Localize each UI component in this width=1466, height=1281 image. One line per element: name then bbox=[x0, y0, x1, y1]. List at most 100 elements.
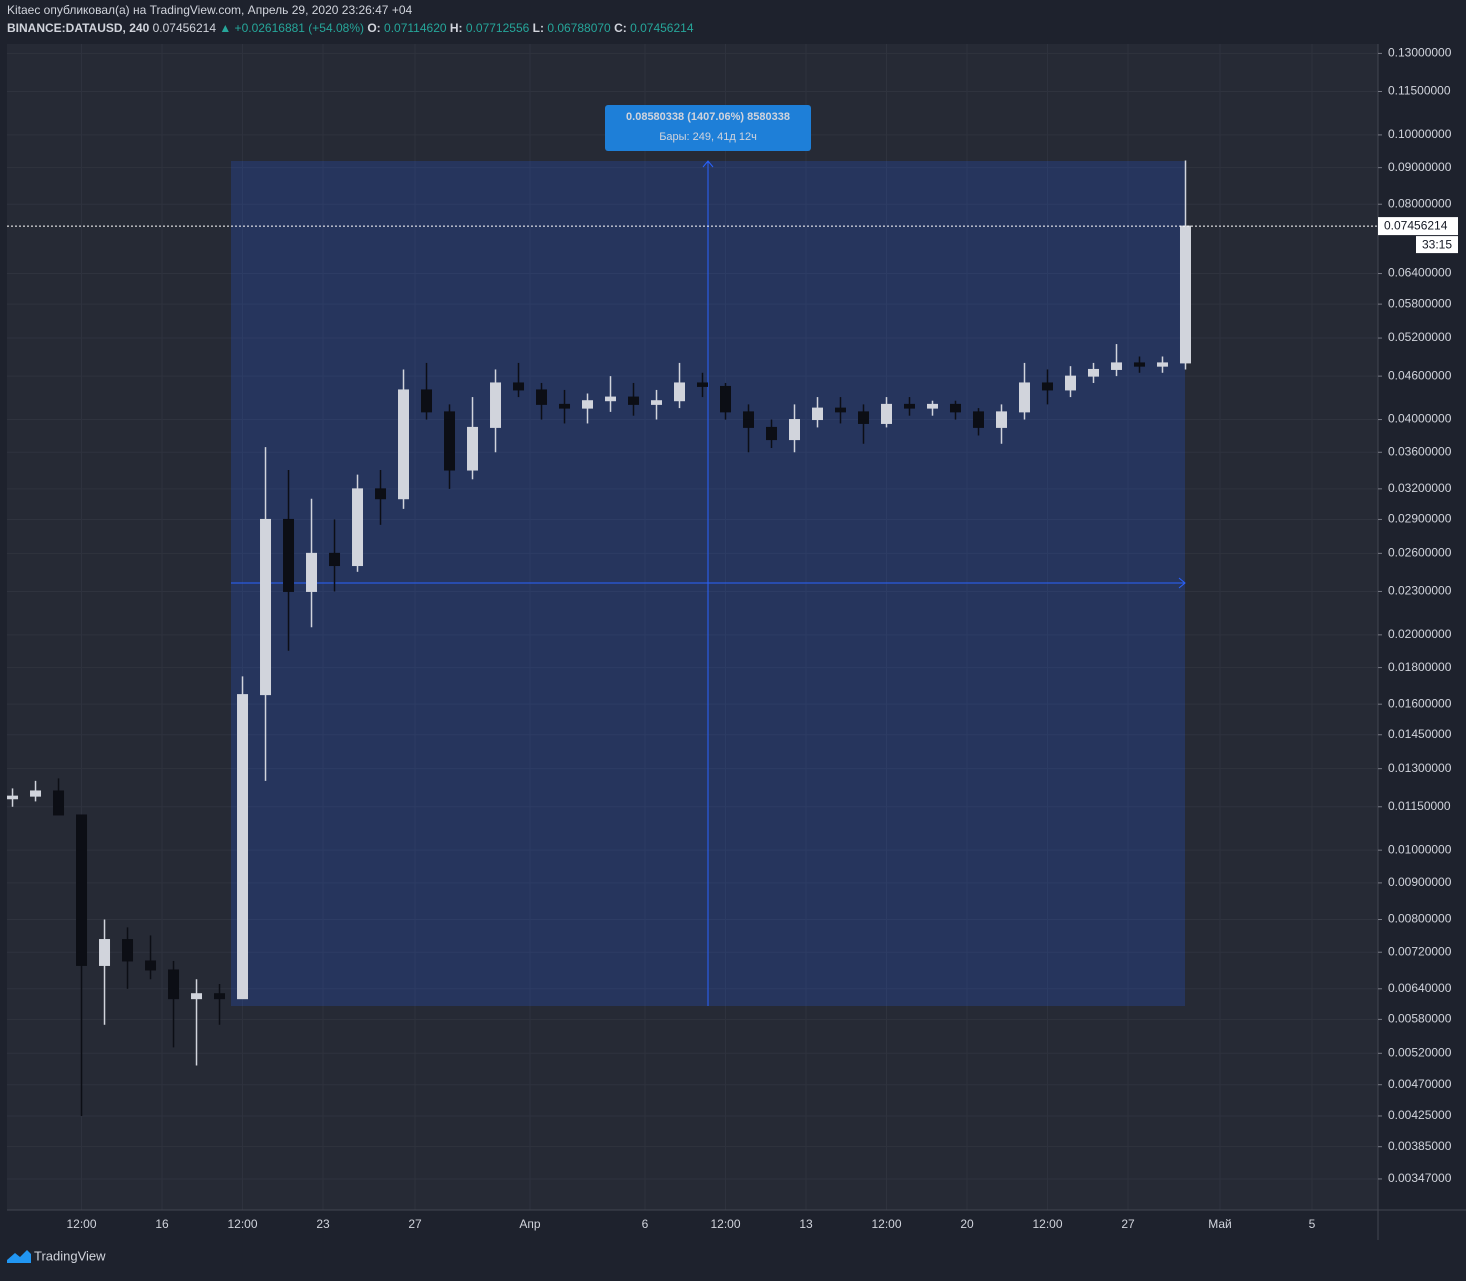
x-tick-label: 12:00 bbox=[710, 1217, 740, 1231]
candle-body bbox=[1133, 362, 1145, 367]
candle-body bbox=[720, 385, 732, 413]
y-tick-label: 0.08000000 bbox=[1388, 196, 1452, 210]
axes: 0.13000000 0.11500000 0.10000000 0.09000000… bbox=[7, 46, 1458, 1231]
candle-body bbox=[191, 993, 203, 1000]
y-tick-label: 0.06400000 bbox=[1388, 266, 1452, 280]
last-price-label: 0.07456214 bbox=[1384, 218, 1448, 232]
ohlc-value: 0.06788070 bbox=[547, 21, 611, 35]
y-tick-label: 0.00425000 bbox=[1388, 1108, 1452, 1122]
x-tick-label: 12:00 bbox=[227, 1217, 257, 1231]
candle-body bbox=[743, 411, 755, 428]
y-tick-label: 0.09000000 bbox=[1388, 160, 1452, 174]
y-tick-label: 0.00720000 bbox=[1388, 944, 1452, 958]
x-tick-label: 27 bbox=[408, 1217, 422, 1231]
candle-body bbox=[467, 426, 479, 471]
candle-body bbox=[283, 518, 295, 592]
candle-body bbox=[812, 407, 824, 421]
legend-line: BINANCE:DATAUSD, 240 0.07456214 ▲ +0.026… bbox=[7, 21, 694, 35]
candle-body bbox=[582, 400, 594, 409]
y-tick-label: 0.01600000 bbox=[1388, 696, 1452, 710]
y-tick-label: 0.02300000 bbox=[1388, 584, 1452, 598]
candle-body bbox=[674, 382, 686, 402]
y-tick-label: 0.00520000 bbox=[1388, 1045, 1452, 1059]
candle-body bbox=[53, 790, 65, 816]
candle-body bbox=[926, 403, 938, 409]
y-tick-label: 0.02000000 bbox=[1388, 627, 1452, 641]
y-tick-label: 0.05200000 bbox=[1388, 330, 1452, 344]
candle-body bbox=[490, 382, 502, 428]
y-tick-label: 0.00900000 bbox=[1388, 875, 1452, 889]
y-tick-label: 0.11500000 bbox=[1388, 84, 1451, 98]
chart-title: Kitaec опубликовал(а) на TradingView.com… bbox=[7, 3, 412, 17]
candle-body bbox=[1018, 382, 1030, 413]
candles bbox=[7, 160, 1191, 1116]
y-tick-label: 0.04000000 bbox=[1388, 412, 1452, 426]
candle-body bbox=[260, 518, 272, 696]
x-tick-label: 5 bbox=[1309, 1217, 1316, 1231]
candle-body bbox=[122, 939, 134, 962]
y-tick-label: 0.10000000 bbox=[1388, 127, 1452, 141]
y-tick-label: 0.00470000 bbox=[1388, 1077, 1452, 1091]
x-tick-label: 12:00 bbox=[871, 1217, 901, 1231]
candle-body bbox=[651, 400, 663, 405]
ohlc-key: H: bbox=[450, 21, 463, 35]
candle-body bbox=[789, 419, 801, 441]
x-tick-label: 12:00 bbox=[67, 1217, 97, 1231]
plot-area bbox=[7, 44, 1378, 1210]
candle-body bbox=[306, 552, 318, 592]
countdown-box bbox=[1416, 236, 1458, 254]
candle-body bbox=[881, 403, 893, 424]
measure-label: 0.08580338 (1407.06%) 8580338 bbox=[626, 111, 790, 123]
y-tick-label: 0.01450000 bbox=[1388, 727, 1452, 741]
y-tick-label: 0.00640000 bbox=[1388, 981, 1452, 995]
candle-body bbox=[1156, 362, 1168, 367]
x-tick-label: 23 bbox=[316, 1217, 330, 1231]
candle-body bbox=[375, 488, 387, 500]
candle-body bbox=[76, 814, 88, 966]
ohlc-key: C: bbox=[614, 21, 627, 35]
y-tick-label: 0.00347000 bbox=[1388, 1171, 1452, 1185]
candle-body bbox=[214, 993, 226, 1000]
candle-body bbox=[30, 790, 42, 797]
candle-body bbox=[444, 411, 456, 471]
candle-body bbox=[168, 969, 180, 1000]
candle-body bbox=[329, 552, 341, 567]
candle-body bbox=[7, 795, 19, 800]
x-tick-label: Апр bbox=[519, 1217, 541, 1231]
candle-body bbox=[835, 407, 847, 413]
candle-body bbox=[352, 488, 364, 567]
x-tick-label: 13 bbox=[799, 1217, 813, 1231]
symbol: BINANCE:DATAUSD, 240 bbox=[7, 21, 150, 35]
candle-body bbox=[536, 389, 548, 405]
candle-body bbox=[605, 396, 617, 402]
candle-body bbox=[513, 382, 525, 391]
x-tick-label: 27 bbox=[1121, 1217, 1135, 1231]
y-tick-label: 0.00580000 bbox=[1388, 1012, 1452, 1026]
ohlc-legend: BINANCE:DATAUSD, 240 0.07456214 ▲ +0.026… bbox=[7, 21, 694, 35]
measure-arrow bbox=[702, 160, 1186, 589]
candle-body bbox=[145, 960, 157, 971]
ohlc-value: 0.07456214 bbox=[630, 21, 694, 35]
candle-body bbox=[995, 411, 1007, 428]
y-tick-label: 0.03600000 bbox=[1388, 444, 1452, 458]
candle-body bbox=[1179, 225, 1191, 364]
countdown: 33:15 bbox=[1422, 237, 1452, 251]
candle-body bbox=[1110, 362, 1122, 370]
y-tick-label: 0.03200000 bbox=[1388, 481, 1452, 495]
change: ▲ +0.02616881 (+54.08%) bbox=[219, 21, 364, 35]
logo-icon bbox=[7, 1250, 31, 1263]
candle-body bbox=[421, 389, 433, 413]
candle-body bbox=[904, 403, 916, 409]
y-tick-label: 0.00385000 bbox=[1388, 1139, 1452, 1153]
x-tick-label: 6 bbox=[642, 1217, 649, 1231]
candle-body bbox=[972, 411, 984, 428]
ohlc-value: 0.07114620 bbox=[384, 21, 447, 35]
y-tick-label: 0.00800000 bbox=[1388, 912, 1452, 926]
candle-body bbox=[559, 403, 571, 409]
y-tick-label: 0.01800000 bbox=[1388, 660, 1452, 674]
candle-body bbox=[1041, 382, 1053, 391]
candle-body bbox=[398, 389, 410, 500]
candle-body bbox=[949, 403, 961, 413]
candle-body bbox=[237, 694, 249, 1000]
